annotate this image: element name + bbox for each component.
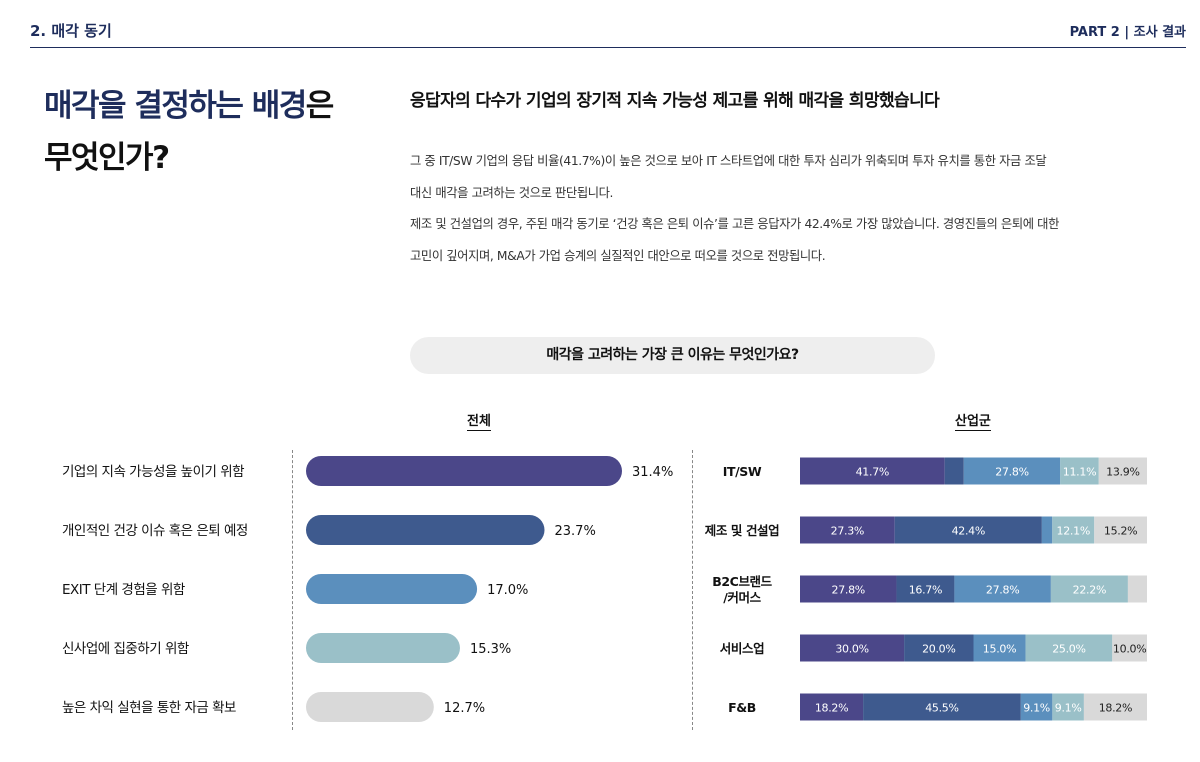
segment-label: 27.8%	[995, 466, 1028, 479]
stacked-segment	[1127, 575, 1147, 603]
bar	[306, 633, 460, 663]
segment-label: 41.7%	[856, 466, 889, 479]
stacked-segment	[1052, 516, 1095, 544]
industry-chart-title: 산업군	[955, 410, 991, 431]
industry-label: 제조 및 건설업	[705, 523, 780, 538]
survey-question: 매각을 고려하는 가장 큰 이유는 무엇인가요?	[410, 337, 935, 374]
stacked-segment	[944, 457, 964, 485]
category-label: 높은 차익 실현을 통한 자금 확보	[62, 700, 236, 716]
stacked-segment	[800, 516, 895, 544]
stacked-segment	[1112, 634, 1147, 662]
stacked-segment	[1098, 457, 1147, 485]
stacked-segment	[863, 693, 1021, 721]
value-label: 12.7%	[444, 701, 485, 716]
stacked-segment	[800, 634, 905, 662]
segment-label: 27.3%	[831, 525, 864, 538]
stacked-segment	[1025, 634, 1113, 662]
headline: 응답자의 다수가 기업의 장기적 지속 가능성 제고를 위해 매각을 희망했습니…	[410, 91, 940, 111]
bar	[306, 515, 545, 545]
stacked-segment	[1020, 693, 1053, 721]
value-label: 17.0%	[487, 583, 528, 598]
page-header: 2. 매각 동기 PART 2 | 조사 결과	[30, 14, 1186, 48]
segment-label: 16.7%	[909, 584, 942, 597]
stacked-segment	[904, 634, 974, 662]
title-particle: 은	[305, 88, 335, 124]
segment-label: 25.0%	[1052, 643, 1085, 656]
segment-label: 30.0%	[835, 643, 868, 656]
stacked-segment	[894, 516, 1042, 544]
industry-label: IT/SW	[723, 464, 762, 479]
category-label: 개인적인 건강 이슈 혹은 은퇴 예정	[62, 523, 248, 539]
stacked-segment	[800, 457, 945, 485]
value-label: 15.3%	[470, 642, 511, 657]
title-line-1: 매각을 결정하는 배경은	[44, 80, 335, 132]
segment-label: 9.1%	[1055, 702, 1082, 715]
part-label: PART 2 | 조사 결과	[1069, 25, 1186, 40]
category-label: 신사업에 집중하기 위함	[62, 641, 189, 657]
divider-dashed	[692, 450, 693, 730]
category-label: 기업의 지속 가능성을 높이기 위함	[62, 464, 244, 480]
stacked-segment	[800, 575, 897, 603]
stacked-segment	[1050, 575, 1128, 603]
segment-label: 27.8%	[832, 584, 865, 597]
body-line: 제조 및 건설업의 경우, 주된 매각 동기로 ‘건강 혹은 은퇴 이슈’를 고…	[410, 217, 1060, 231]
segment-label: 9.1%	[1023, 702, 1050, 715]
stacked-segment	[1052, 693, 1084, 721]
total-chart-title: 전체	[467, 410, 491, 431]
stacked-segment	[800, 693, 864, 721]
stacked-segment	[963, 457, 1061, 485]
segment-label: 22.2%	[1073, 584, 1106, 597]
value-label: 31.4%	[632, 465, 673, 480]
stacked-segment	[973, 634, 1026, 662]
segment-label: 11.1%	[1063, 466, 1096, 479]
bar	[306, 692, 434, 722]
value-label: 23.7%	[555, 524, 596, 539]
section-label: 2. 매각 동기	[30, 22, 112, 40]
category-label: EXIT 단계 경험을 위함	[62, 582, 185, 598]
industry-label: B2C브랜드	[712, 574, 772, 589]
segment-label: 15.0%	[983, 643, 1016, 656]
stacked-segment	[1060, 457, 1099, 485]
segment-label: 27.8%	[986, 584, 1019, 597]
industry-label: /커머스	[723, 590, 761, 605]
segment-label: 20.0%	[922, 643, 955, 656]
segment-label: 13.9%	[1106, 466, 1139, 479]
divider-dashed	[292, 450, 293, 730]
bar	[306, 456, 622, 486]
stacked-segment	[1083, 693, 1147, 721]
body-line: 고민이 깊어지며, M&A가 가업 승계의 실질적인 대안으로 떠오를 것으로 …	[410, 248, 826, 263]
industry-label: F&B	[728, 700, 756, 715]
segment-label: 12.1%	[1057, 525, 1090, 538]
segment-label: 45.5%	[925, 702, 958, 715]
stacked-segment	[954, 575, 1051, 603]
stacked-segment	[1041, 516, 1053, 544]
stacked-segment	[1094, 516, 1147, 544]
bar	[306, 574, 478, 604]
page-title: 매각을 결정하는 배경은 무엇인가?	[44, 80, 335, 184]
title-accent: 매각을 결정하는 배경	[44, 88, 307, 124]
segment-label: 15.2%	[1104, 525, 1137, 538]
segment-label: 42.4%	[952, 525, 985, 538]
segment-label: 18.2%	[815, 702, 848, 715]
stacked-segment	[896, 575, 955, 603]
industry-label: 서비스업	[720, 641, 764, 656]
title-line-2: 무엇인가?	[44, 140, 170, 176]
segment-label: 10.0%	[1113, 643, 1146, 656]
segment-label: 18.2%	[1099, 702, 1132, 715]
body-text: 그 중 IT/SW 기업의 응답 비율(41.7%)이 높은 것으로 보아 IT…	[410, 146, 1190, 272]
body-line: 대신 매각을 고려하는 것으로 판단됩니다.	[410, 185, 614, 200]
body-line: 그 중 IT/SW 기업의 응답 비율(41.7%)이 높은 것으로 보아 IT…	[410, 154, 1047, 168]
